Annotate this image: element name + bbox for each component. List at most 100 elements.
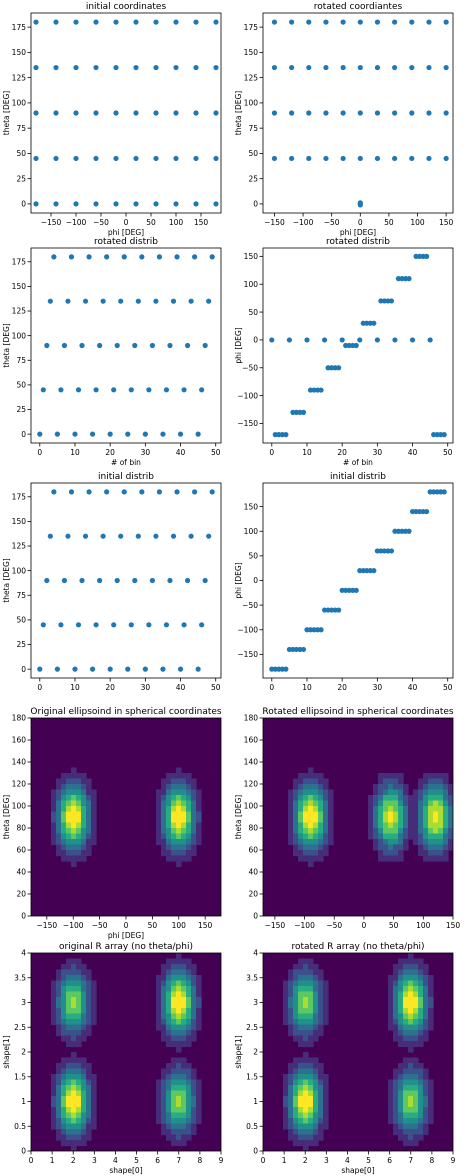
contour-cell [293,964,299,971]
contour-cell [186,784,192,791]
contour-cell [293,1129,299,1136]
contour-cell [313,997,319,1004]
contour-cell [308,784,314,791]
contour-cell [448,789,453,796]
contour-cell [298,850,304,857]
contour-cell [51,1079,57,1086]
contour-cell [71,964,77,971]
contour-cell [408,953,414,960]
contour-cell [166,1129,172,1136]
y-tick-label: 100 [12,99,27,108]
contour-cell [438,806,444,813]
contour-cell [318,773,324,780]
contour-cell [298,1063,304,1070]
contour-cell [448,811,453,818]
contour-cell [171,778,177,785]
contour-cell [61,795,67,802]
contour-cell [56,1079,62,1086]
contour-cell [398,1030,404,1037]
contour-cell [288,833,294,840]
contour-cell [161,1096,167,1103]
contour-cell [196,1112,202,1119]
data-point [153,64,159,71]
contour-cell [86,778,92,785]
contour-cell [423,1068,429,1075]
contour-cell [61,1057,67,1064]
contour-cell [398,789,404,796]
contour-cell [293,1096,299,1103]
axes-frame [30,12,222,214]
contour-cell [393,1035,399,1042]
contour-cell [166,1107,172,1114]
contour-cell [403,1074,409,1081]
contour-cell [76,795,82,802]
contour-cell [418,1030,424,1037]
contour-cell [413,964,419,971]
axes-frame [30,717,222,917]
contour-cell [313,980,319,987]
contour-cell [398,1035,404,1042]
contour-cell [313,773,319,780]
contour-cell [56,806,62,813]
contour-cell [156,1107,162,1114]
contour-cell [161,844,167,851]
contour-cell [398,1096,404,1103]
contour-cell [388,1107,394,1114]
contour-cell [313,833,319,840]
contour-cell [186,969,192,976]
data-point [125,431,131,437]
contour-cell [443,773,449,780]
x-axis-label: # of bin [111,458,141,467]
contour-cell [86,833,92,840]
contour-cell [181,1129,187,1136]
contour-cell [176,1063,182,1070]
contour-cell [181,1068,187,1075]
contour-cell [161,980,167,987]
contour-cell [166,1063,172,1070]
contour-cell [186,1013,192,1020]
contour-cell [86,1118,92,1125]
contour-cell [56,1134,62,1141]
contour-cell [56,1013,62,1020]
contour-cell [61,1068,67,1075]
contour-cell [388,1112,394,1119]
contour-cell [186,1118,192,1125]
contour-cell [388,1019,394,1026]
contour-cell [423,1112,429,1119]
contour-cell [288,806,294,813]
contour-cell [293,833,299,840]
contour-cell [443,800,449,807]
contour-cell [176,964,182,971]
contour-cell [288,1013,294,1020]
contour-cell [428,1002,434,1009]
contour-cell [171,958,177,965]
contour-cell [288,1079,294,1086]
contour-cell [313,850,319,857]
contour-cell [176,778,182,785]
contour-cell [283,1074,289,1081]
contour-cell [66,833,72,840]
contour-cell [303,1118,309,1125]
contour-cell [51,806,57,813]
contour-cell [191,850,197,857]
contour-cell [428,997,434,1004]
y-tick-label: 50 [16,149,26,158]
contour-cell [393,1079,399,1086]
y-axis-label: theta [DEG] [2,795,11,839]
y-tick-label: 100 [12,802,27,811]
contour-cell [438,811,444,818]
contour-cell [176,1013,182,1020]
axes-frame [30,247,222,444]
contour-cell [288,789,294,796]
contour-cell [298,997,304,1004]
contour-cell [288,800,294,807]
data-point [65,533,71,539]
contour-cell [313,811,319,818]
contour-cell [383,833,389,840]
contour-cell [388,1079,394,1086]
contour-cell [161,1118,167,1125]
y-tick-label: 1.5 [14,1072,26,1081]
contour-cell [288,1134,294,1141]
contour-cell [318,980,324,987]
contour-cell [86,1019,92,1026]
